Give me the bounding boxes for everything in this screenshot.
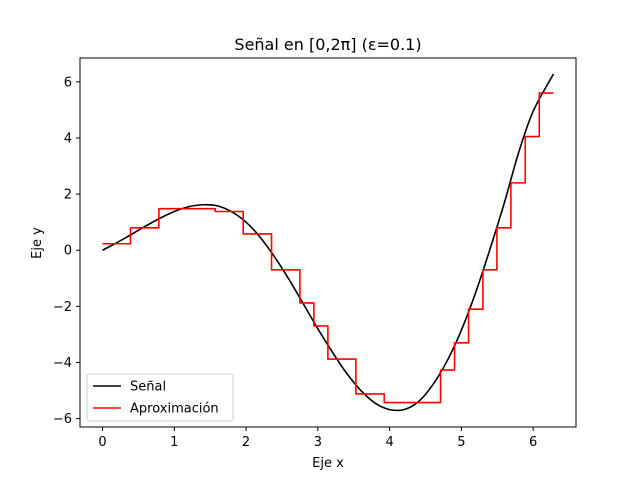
y-tick-label: −4 [53,356,72,371]
chart-title: Señal en [0,2π] (ε=0.1) [234,35,421,54]
y-tick-label: −2 [53,300,72,315]
y-tick-label: 6 [64,75,72,90]
x-axis-label: Eje x [312,456,344,471]
x-tick-label: 3 [314,435,322,450]
x-tick-label: 0 [98,435,106,450]
y-tick-label: 0 [64,244,72,259]
legend-label: Señal [130,380,166,395]
y-tick-label: 2 [64,188,72,203]
y-tick-label: −6 [53,412,72,427]
legend: Señal Aproximación [86,373,234,422]
y-tick-label: 4 [64,131,72,146]
series-signal-line [102,73,555,412]
x-tick-label: 4 [385,435,393,450]
x-tick-label: 5 [457,435,465,450]
plot-series [102,73,555,412]
plot-frame [79,57,577,428]
legend-label: Aproximación [130,402,219,417]
axis-ticks: 0 1 2 3 4 5 6 −6 −4 −2 0 2 4 6 [53,75,537,450]
x-tick-label: 6 [529,435,537,450]
x-tick-label: 1 [170,435,178,450]
series-approximation-line [102,92,554,404]
y-axis-label: Eje y [30,227,45,259]
legend-box [86,373,234,422]
x-tick-label: 2 [242,435,250,450]
